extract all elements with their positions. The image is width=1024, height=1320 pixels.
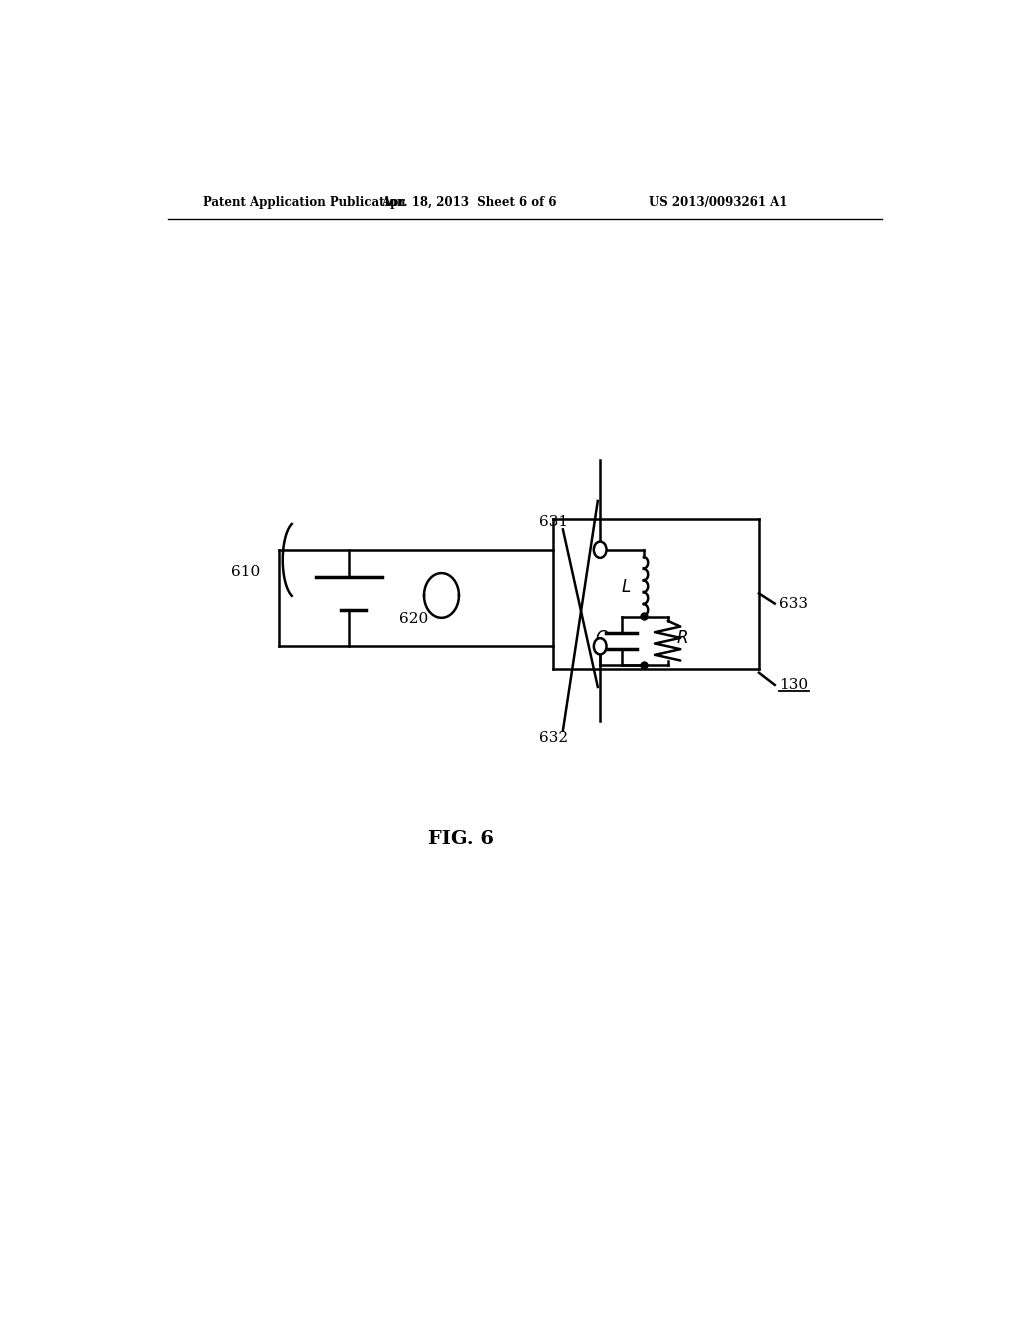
Text: Patent Application Publication: Patent Application Publication	[204, 195, 406, 209]
Text: 610: 610	[230, 565, 260, 579]
Text: 631: 631	[539, 515, 568, 529]
Text: 633: 633	[778, 597, 808, 611]
Circle shape	[594, 541, 606, 558]
Text: 130: 130	[778, 678, 808, 692]
Text: 632: 632	[539, 731, 568, 744]
Text: FIG. 6: FIG. 6	[428, 830, 495, 849]
Text: $L$: $L$	[622, 579, 632, 595]
Text: US 2013/0093261 A1: US 2013/0093261 A1	[649, 195, 787, 209]
Text: 620: 620	[399, 612, 428, 626]
Text: Apr. 18, 2013  Sheet 6 of 6: Apr. 18, 2013 Sheet 6 of 6	[382, 195, 557, 209]
Text: $C$: $C$	[595, 630, 608, 647]
Circle shape	[594, 638, 606, 655]
Text: $R$: $R$	[676, 630, 688, 647]
